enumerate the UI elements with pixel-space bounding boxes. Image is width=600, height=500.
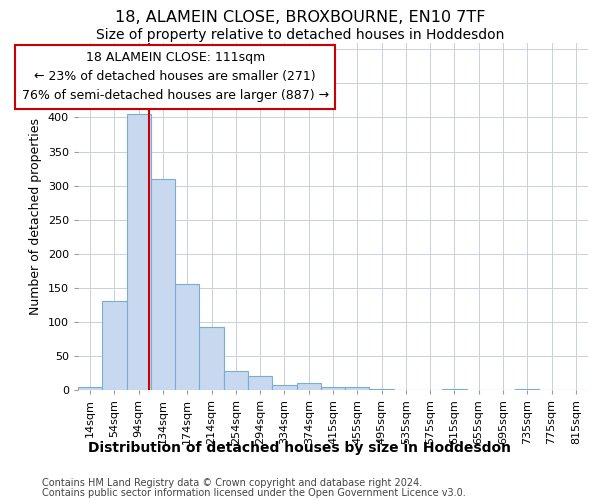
Bar bbox=[224, 371, 248, 390]
Bar bbox=[272, 384, 296, 390]
Bar bbox=[151, 179, 175, 390]
Bar bbox=[175, 284, 199, 390]
Text: Size of property relative to detached houses in Hoddesdon: Size of property relative to detached ho… bbox=[96, 28, 504, 42]
Bar bbox=[442, 388, 467, 390]
Bar bbox=[78, 386, 102, 390]
Text: 18, ALAMEIN CLOSE, BROXBOURNE, EN10 7TF: 18, ALAMEIN CLOSE, BROXBOURNE, EN10 7TF bbox=[115, 10, 485, 25]
Text: Contains public sector information licensed under the Open Government Licence v3: Contains public sector information licen… bbox=[42, 488, 466, 498]
Text: Contains HM Land Registry data © Crown copyright and database right 2024.: Contains HM Land Registry data © Crown c… bbox=[42, 478, 422, 488]
Bar bbox=[127, 114, 151, 390]
Bar bbox=[345, 386, 370, 390]
Bar bbox=[199, 326, 224, 390]
Y-axis label: Number of detached properties: Number of detached properties bbox=[29, 118, 42, 315]
Text: 18 ALAMEIN CLOSE: 111sqm
← 23% of detached houses are smaller (271)
76% of semi-: 18 ALAMEIN CLOSE: 111sqm ← 23% of detach… bbox=[22, 52, 329, 102]
Bar bbox=[296, 382, 321, 390]
Bar bbox=[248, 376, 272, 390]
Bar bbox=[370, 388, 394, 390]
Bar bbox=[321, 388, 345, 390]
Bar bbox=[102, 302, 127, 390]
Text: Distribution of detached houses by size in Hoddesdon: Distribution of detached houses by size … bbox=[89, 441, 511, 455]
